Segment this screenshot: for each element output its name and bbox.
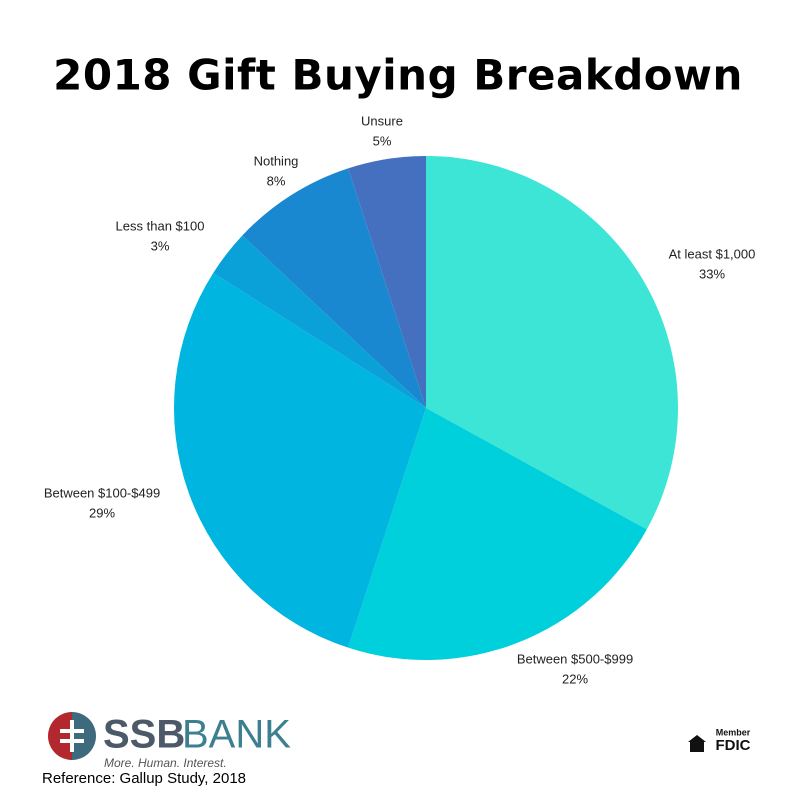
- brand-light: BANK: [182, 713, 291, 757]
- chart-title: 2018 Gift Buying Breakdown: [53, 51, 743, 100]
- tagline: More. Human. Interest.: [104, 756, 227, 770]
- slice-label: At least $1,000: [669, 246, 756, 261]
- pie-slice: [426, 156, 679, 530]
- slice-label: Less than $100: [116, 218, 205, 233]
- member: Member: [716, 727, 751, 737]
- logo-bar: [70, 720, 74, 752]
- logo-left: [48, 712, 72, 760]
- slice-value-label: 22%: [562, 671, 588, 686]
- slice-value-label: 8%: [267, 173, 286, 188]
- pie: [174, 156, 679, 661]
- slice-value-label: 29%: [89, 505, 115, 520]
- pie-slice: [174, 272, 426, 648]
- slice-value-label: 3%: [151, 238, 170, 253]
- brand-bold: SSB: [103, 713, 185, 757]
- slice-label: Unsure: [361, 113, 403, 128]
- housing-icon: [688, 735, 706, 752]
- slice-value-label: 5%: [373, 133, 392, 148]
- slice-label: Between $100-$499: [44, 485, 160, 500]
- slice-label: Between $500-$999: [517, 651, 633, 666]
- pie-slice: [213, 235, 426, 408]
- logo: SSB BANK More. Human. Interest.: [48, 712, 291, 770]
- pie-slice: [242, 168, 426, 408]
- pie-slice: [348, 408, 647, 661]
- slice-label: Nothing: [254, 153, 299, 168]
- slice-value-label: 33%: [699, 266, 725, 281]
- fdic-badge: Member FDIC: [688, 727, 751, 754]
- fdic: FDIC: [716, 737, 751, 754]
- logo-right: [72, 712, 96, 760]
- pie-slice: [348, 156, 426, 408]
- reference: Reference: Gallup Study, 2018: [42, 770, 246, 787]
